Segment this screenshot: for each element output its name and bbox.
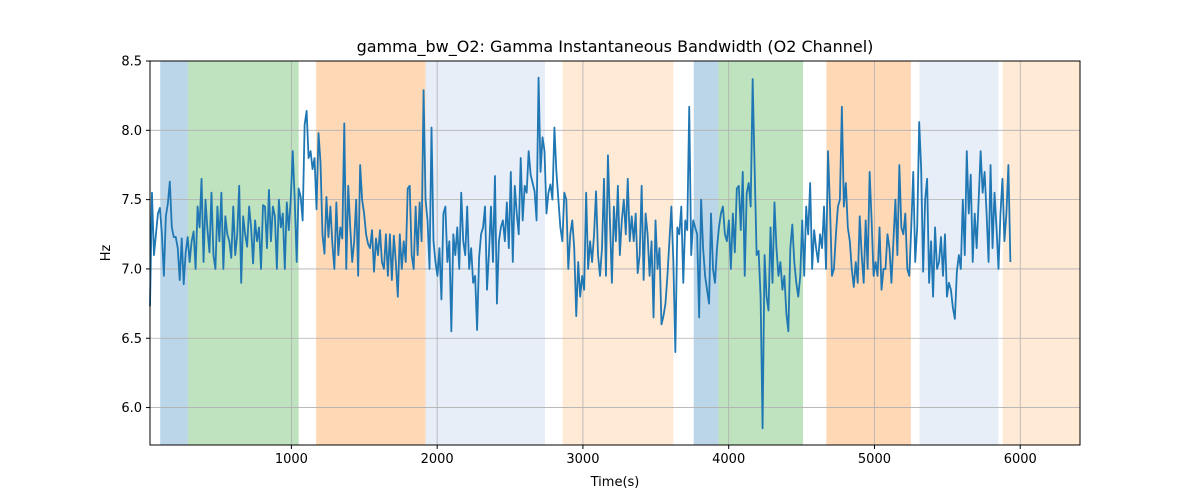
highlight-band-7 bbox=[718, 61, 804, 445]
chart-title: gamma_bw_O2: Gamma Instantaneous Bandwid… bbox=[357, 37, 874, 57]
highlight-band-9 bbox=[919, 61, 999, 445]
x-tick-label: 4000 bbox=[712, 452, 745, 467]
x-tick-label: 2000 bbox=[421, 452, 454, 467]
series-line-1 bbox=[149, 76, 1012, 430]
x-tick-label: 3000 bbox=[566, 452, 599, 467]
series-layer bbox=[149, 76, 1012, 430]
y-tick-label: 8.5 bbox=[121, 55, 142, 70]
x-tick-label: 5000 bbox=[858, 452, 891, 467]
x-tick-label: 1000 bbox=[275, 452, 308, 467]
y-axis: 6.0 6.5 7.0 7.5 8.0 8.5 bbox=[121, 55, 150, 416]
y-tick-label: 6.5 bbox=[121, 332, 142, 347]
y-tick-label: 6.0 bbox=[121, 401, 142, 416]
plot-frame bbox=[149, 60, 1081, 446]
y-tick-label: 7.5 bbox=[121, 193, 142, 208]
highlight-band-10 bbox=[1002, 61, 1080, 445]
y-axis-label: Hz bbox=[99, 245, 114, 262]
x-tick-label: 6000 bbox=[1004, 452, 1037, 467]
highlight-band-2 bbox=[187, 61, 299, 445]
y-tick-label: 8.0 bbox=[121, 124, 142, 139]
x-axis-label: Time(s) bbox=[590, 475, 640, 490]
y-tick-label: 7.0 bbox=[121, 262, 142, 277]
x-axis: 1000 2000 3000 4000 5000 6000 bbox=[275, 445, 1037, 467]
